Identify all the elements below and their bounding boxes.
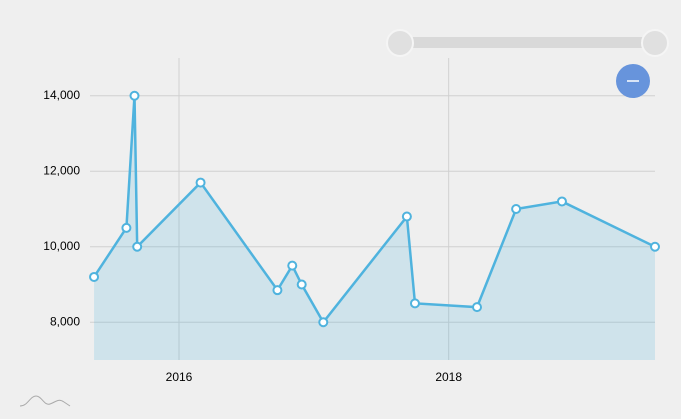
point	[272, 285, 283, 296]
point	[556, 196, 567, 207]
point	[472, 302, 483, 313]
point	[409, 298, 420, 309]
y-tick-label: 8,000	[50, 314, 80, 328]
scrollbar-grip[interactable]	[386, 29, 414, 57]
y-tick-label: 14,000	[43, 88, 80, 102]
point	[287, 260, 298, 271]
x-tick-label: 2016	[166, 370, 193, 384]
point	[296, 279, 307, 290]
point	[89, 271, 100, 282]
point	[511, 204, 522, 214]
zoom-out-button[interactable]	[616, 64, 650, 98]
area-fill	[94, 95, 655, 360]
y-tick-label: 10,000	[43, 239, 80, 253]
point	[132, 241, 143, 252]
point	[195, 177, 206, 188]
point	[650, 241, 660, 252]
scrollbar[interactable]	[386, 29, 669, 57]
x-tick-label: 2018	[435, 370, 462, 384]
y-tick-label: 12,000	[43, 163, 80, 177]
scrollbar-track[interactable]	[398, 37, 656, 48]
scrollbar-grip[interactable]	[641, 29, 669, 57]
point	[401, 211, 412, 222]
point	[121, 222, 132, 233]
logo	[19, 395, 71, 407]
point	[129, 90, 140, 101]
point	[318, 317, 329, 328]
